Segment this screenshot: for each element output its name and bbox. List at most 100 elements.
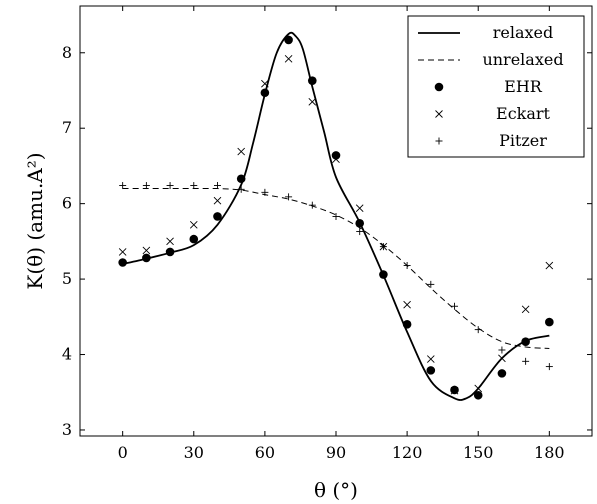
data-point-ehr xyxy=(545,317,554,327)
cross-stroke xyxy=(426,355,435,363)
data-point-pitzer xyxy=(427,280,435,288)
data-point-eckart xyxy=(450,386,459,395)
cross-stroke xyxy=(142,246,151,255)
data-point-pitzer xyxy=(522,357,530,365)
x-tick-label: 30 xyxy=(184,443,204,462)
y-tick-label: 3 xyxy=(62,420,72,439)
legend-label-relaxed: relaxed xyxy=(493,23,554,42)
data-point-ehr xyxy=(260,88,270,98)
data-point-eckart xyxy=(142,246,151,255)
data-point-ehr xyxy=(355,218,365,228)
data-point-ehr xyxy=(165,247,175,257)
cross-stroke xyxy=(435,110,443,118)
data-point-eckart xyxy=(521,305,530,314)
y-tick-label: 6 xyxy=(62,194,72,213)
data-point-ehr xyxy=(118,258,127,267)
data-point-pitzer xyxy=(119,182,127,190)
data-point-pitzer xyxy=(237,185,245,193)
data-point-pitzer xyxy=(261,188,269,196)
data-point-eckart xyxy=(284,54,293,63)
data-point-eckart xyxy=(213,196,222,205)
x-tick-label: 150 xyxy=(463,443,494,462)
data-point-eckart xyxy=(166,237,174,246)
y-axis-title: K(θ) (amu.A²) xyxy=(23,152,47,289)
data-point-ehr xyxy=(426,366,436,375)
data-point-pitzer xyxy=(190,182,198,190)
data-point-eckart xyxy=(189,220,198,229)
legend-swatch-eckart xyxy=(435,110,443,118)
cross-stroke xyxy=(332,155,340,163)
cross-stroke xyxy=(521,305,530,314)
cross-stroke xyxy=(498,354,506,363)
data-point-eckart xyxy=(118,248,127,256)
cross-stroke xyxy=(403,300,411,309)
cross-stroke xyxy=(261,79,269,88)
series-line-relaxed xyxy=(122,31,550,401)
data-point-ehr xyxy=(450,385,459,395)
data-point-ehr xyxy=(307,76,317,85)
data-point-ehr xyxy=(236,174,246,184)
data-point-ehr xyxy=(521,337,530,347)
data-point-eckart xyxy=(403,300,411,309)
data-point-ehr xyxy=(284,35,293,45)
y-axis-ticks: 3 4 5 6 7 8 xyxy=(62,43,592,439)
data-point-eckart xyxy=(237,147,246,156)
data-point-pitzer xyxy=(545,363,553,371)
x-tick-label: 0 xyxy=(118,443,128,462)
data-point-ehr xyxy=(142,253,151,263)
legend-label-ehr: EHR xyxy=(504,77,543,96)
x-tick-label: 120 xyxy=(392,443,423,462)
x-axis-title: θ (°) xyxy=(314,478,358,502)
cross-stroke xyxy=(166,237,174,246)
cross-stroke xyxy=(118,248,127,256)
data-point-eckart xyxy=(308,97,317,106)
y-tick-label: 5 xyxy=(62,269,72,288)
cross-stroke xyxy=(308,97,317,106)
cross-stroke xyxy=(213,196,222,205)
legend-label-unrelaxed: unrelaxed xyxy=(482,50,563,69)
data-point-pitzer xyxy=(142,182,150,190)
data-point-eckart xyxy=(332,155,340,163)
x-axis-ticks: 0 30 60 90 120 150 180 xyxy=(118,6,565,462)
legend: relaxed unrelaxed EHR Eckart Pitzer xyxy=(407,15,585,158)
legend-swatch-pitzer xyxy=(435,137,443,145)
data-point-eckart xyxy=(426,355,435,363)
data-point-ehr xyxy=(402,320,412,329)
series-layer xyxy=(118,31,554,401)
data-point-ehr xyxy=(379,270,388,279)
data-point-pitzer xyxy=(403,262,411,270)
data-point-eckart xyxy=(545,261,554,270)
cross-stroke xyxy=(355,204,364,212)
cross-stroke xyxy=(450,386,459,395)
data-point-ehr xyxy=(497,369,507,378)
data-point-pitzer xyxy=(451,302,459,310)
data-point-ehr xyxy=(473,390,483,400)
x-tick-label: 60 xyxy=(255,443,275,462)
legend-label-pitzer: Pitzer xyxy=(499,131,547,150)
data-point-pitzer xyxy=(498,346,506,354)
legend-label-eckart: Eckart xyxy=(496,104,551,123)
data-point-eckart xyxy=(498,354,506,363)
cross-stroke xyxy=(545,261,554,270)
data-point-pitzer xyxy=(213,182,221,190)
y-tick-label: 4 xyxy=(62,345,72,364)
data-point-ehr xyxy=(189,234,199,244)
data-point-pitzer xyxy=(285,193,293,201)
data-point-pitzer xyxy=(356,228,364,236)
data-point-eckart xyxy=(261,79,269,88)
y-tick-label: 8 xyxy=(62,43,72,62)
data-point-ehr xyxy=(213,212,222,221)
cross-stroke xyxy=(474,384,483,393)
cross-stroke xyxy=(237,147,246,156)
x-tick-label: 90 xyxy=(326,443,346,462)
legend-swatch-ehr xyxy=(434,82,444,92)
y-tick-label: 7 xyxy=(62,118,72,137)
x-tick-label: 180 xyxy=(534,443,565,462)
data-point-pitzer xyxy=(308,201,316,209)
series-line-unrelaxed xyxy=(122,187,550,349)
cross-stroke xyxy=(189,220,198,229)
cross-stroke xyxy=(284,54,293,63)
data-point-pitzer xyxy=(379,243,387,251)
data-point-pitzer xyxy=(474,326,482,334)
